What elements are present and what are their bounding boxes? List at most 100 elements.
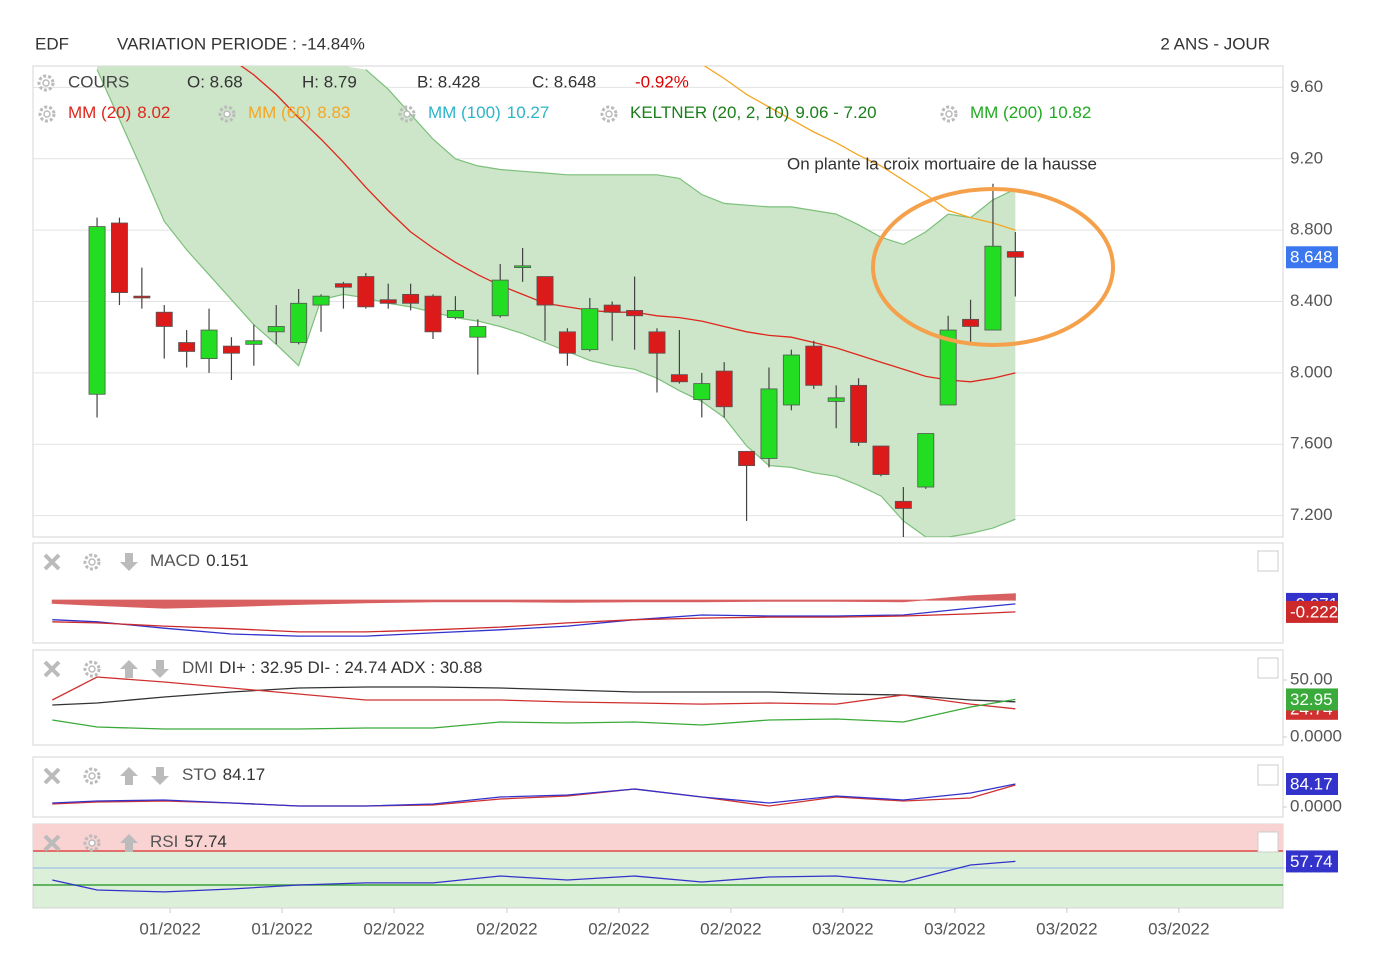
- move-down-icon[interactable]: [120, 553, 138, 571]
- checkbox[interactable]: [1257, 764, 1279, 786]
- move-down-icon[interactable]: [151, 660, 169, 678]
- candle: [760, 367, 778, 468]
- candle: [267, 305, 285, 345]
- candle-body: [88, 226, 106, 395]
- settings-icon[interactable]: [83, 660, 101, 678]
- candle-body: [984, 245, 1002, 331]
- candle-body: [603, 304, 621, 313]
- x-tick-label: 02/2022: [588, 919, 649, 938]
- move-up-icon[interactable]: [120, 660, 138, 678]
- settings-icon[interactable]: [83, 834, 101, 852]
- indicator-line: [52, 698, 1016, 730]
- indicator-legend: MM (200) 10.82: [970, 103, 1091, 122]
- candle-body: [827, 397, 845, 402]
- candle-body: [290, 302, 308, 343]
- settings-icon[interactable]: [37, 74, 55, 92]
- gear-hub: [43, 110, 51, 118]
- y-tick-label: 8.000: [1290, 362, 1333, 381]
- gear-hub: [42, 79, 50, 87]
- value-box-label: -0.2224: [1290, 602, 1348, 621]
- candle-body: [872, 445, 890, 475]
- value-box-bg: [1286, 600, 1338, 623]
- settings-icon[interactable]: [940, 105, 958, 123]
- checkbox[interactable]: [1257, 550, 1279, 572]
- settings-icon[interactable]: [83, 767, 101, 785]
- candle-body: [514, 265, 532, 269]
- candle-body: [670, 374, 688, 383]
- candle: [715, 362, 733, 418]
- close-icon[interactable]: [43, 767, 61, 785]
- symbol: EDF: [35, 34, 69, 53]
- settings-icon[interactable]: [83, 553, 101, 571]
- candle: [581, 297, 599, 352]
- candle: [402, 283, 420, 311]
- gear-hub: [88, 772, 96, 780]
- close-icon[interactable]: [43, 553, 61, 571]
- candle-body: [738, 450, 756, 467]
- candle: [312, 294, 330, 332]
- moving-average: [703, 66, 1016, 231]
- value-box: -0.2224: [1286, 600, 1348, 623]
- candle: [939, 315, 957, 406]
- indicator-name: MM (200): [970, 103, 1043, 122]
- candle-body: [155, 311, 173, 327]
- variation: VARIATION PERIODE : -14.84%: [117, 34, 365, 53]
- candle-body: [850, 384, 868, 443]
- settings-icon[interactable]: [398, 105, 416, 123]
- panel-background: [32, 756, 1284, 818]
- candle-body: [379, 299, 397, 304]
- panel-title: MACD 0.151: [150, 551, 249, 570]
- candle-body: [222, 345, 240, 354]
- candle: [334, 281, 352, 309]
- x-tick-label: 02/2022: [363, 919, 424, 938]
- indicator-value: 10.27: [507, 103, 550, 122]
- candle: [446, 296, 464, 320]
- candle: [805, 340, 823, 389]
- candle: [738, 450, 756, 521]
- close-icon[interactable]: [43, 834, 61, 852]
- candle: [245, 324, 263, 366]
- candle: [110, 217, 128, 306]
- indicator-name: KELTNER (20, 2, 10): [630, 103, 789, 122]
- candle: [155, 305, 173, 359]
- settings-icon[interactable]: [38, 105, 56, 123]
- panel-title: STO 84.17: [182, 765, 265, 784]
- candle-body: [939, 329, 957, 406]
- candle-body: [917, 433, 935, 488]
- y-tick-label: 8.800: [1290, 220, 1333, 239]
- settings-icon[interactable]: [218, 105, 236, 123]
- value-box-label: 84.17: [1290, 774, 1333, 793]
- move-down-icon[interactable]: [151, 767, 169, 785]
- macd-histogram: [51, 593, 1016, 609]
- move-up-icon[interactable]: [120, 767, 138, 785]
- candle: [1006, 231, 1024, 297]
- indicator-name: MM (20): [68, 103, 131, 122]
- legend-title: COURS: [68, 72, 129, 91]
- settings-icon[interactable]: [600, 105, 618, 123]
- period[interactable]: 2 ANS - JOUR: [1160, 34, 1270, 53]
- keltner-fill: [97, 66, 1016, 537]
- panel-title: DMI DI+ : 32.95 DI- : 24.74 ADX : 30.88: [182, 658, 482, 677]
- close-icon[interactable]: [43, 660, 61, 678]
- checkbox[interactable]: [1257, 831, 1279, 853]
- value-box-label: 57.74: [1290, 852, 1333, 871]
- candle-body: [962, 318, 980, 327]
- candle: [917, 433, 935, 489]
- indicator-legend: MM (100) 10.27: [428, 103, 549, 122]
- indicator-line: [52, 783, 1016, 807]
- y-tick-label: 7.600: [1290, 434, 1333, 453]
- gear: [83, 767, 101, 785]
- move-up-icon[interactable]: [120, 834, 138, 852]
- indicator-value: DI+ : 32.95 DI- : 24.74 ADX : 30.88: [219, 658, 482, 677]
- moving-average: [240, 66, 1016, 383]
- indicator-value: 0.151: [206, 551, 249, 570]
- gear: [218, 105, 236, 123]
- value-box: 8.648: [1286, 246, 1338, 269]
- x-tick-label: 03/2022: [812, 919, 873, 938]
- annotation-circle: [871, 187, 1115, 347]
- candle-body: [200, 329, 218, 359]
- x-tick-label: 03/2022: [1036, 919, 1097, 938]
- value-box-label: 8.648: [1290, 248, 1333, 267]
- candle: [558, 328, 576, 366]
- checkbox[interactable]: [1257, 657, 1279, 679]
